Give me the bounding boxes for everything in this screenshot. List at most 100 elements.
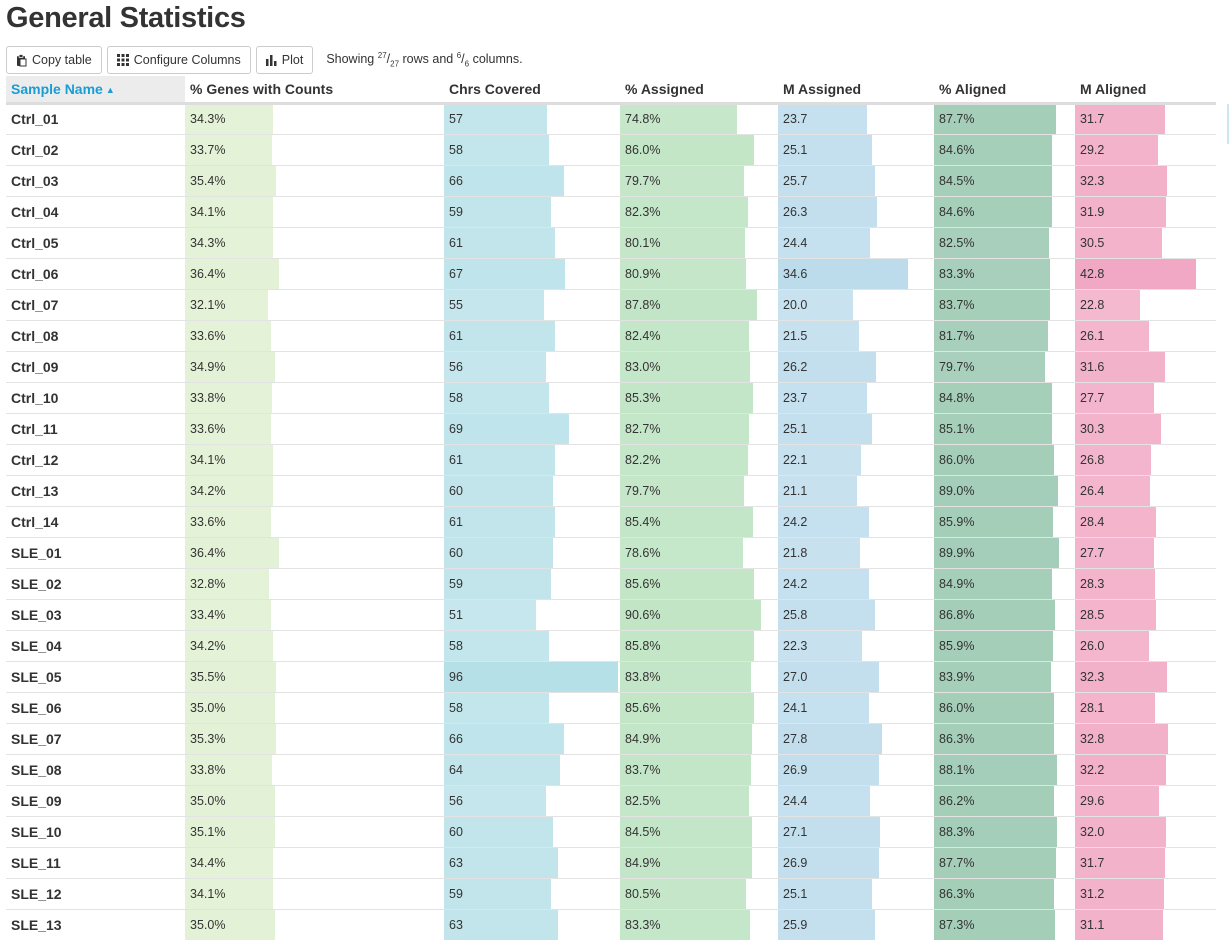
cell-value: 67 xyxy=(449,266,463,281)
cell-pct-assigned: 83.0% xyxy=(620,350,778,382)
cell-value: 21.1 xyxy=(783,483,808,498)
column-header-pct-aligned[interactable]: % Aligned xyxy=(934,76,1075,105)
value-bar xyxy=(778,289,854,320)
configure-columns-button[interactable]: Configure Columns xyxy=(106,46,251,74)
value-bar xyxy=(1075,196,1166,227)
cell-pct-assigned: 82.3% xyxy=(620,195,778,227)
grid-icon xyxy=(116,54,129,66)
cell-value: 60 xyxy=(449,545,463,560)
value-bar xyxy=(185,196,273,227)
cell-pct-aligned: 87.7% xyxy=(934,102,1075,134)
cell-m-assigned: 20.0 xyxy=(778,288,934,320)
cell-m-assigned: 24.1 xyxy=(778,691,934,723)
cell-m-aligned: 32.3 xyxy=(1075,164,1216,196)
cell-value: 24.2 xyxy=(783,576,808,591)
table-row: Ctrl_10 33.8% 58 85.3% 23.7 84.8% 27.7 xyxy=(6,381,1216,413)
value-bar xyxy=(620,630,754,661)
cell-pct-genes-with-counts: 34.1% xyxy=(185,195,444,227)
cell-pct-genes-with-counts: 33.6% xyxy=(185,319,444,351)
column-header-pct-genes-with-counts[interactable]: % Genes with Counts xyxy=(185,76,444,105)
value-bar xyxy=(1075,104,1165,134)
cell-m-assigned: 25.1 xyxy=(778,133,934,165)
cell-value: 28.4 xyxy=(1080,514,1105,529)
value-bar xyxy=(1075,568,1156,599)
cell-value: 26.9 xyxy=(783,855,808,870)
cell-value: 29.2 xyxy=(1080,142,1105,157)
cell-value: 33.8% xyxy=(190,762,226,777)
cell-chrs-covered: 63 xyxy=(444,908,620,940)
cell-value: 25.9 xyxy=(783,917,808,932)
cell-pct-genes-with-counts: 36.4% xyxy=(185,536,444,568)
sample-name-cell: Ctrl_01 xyxy=(6,102,185,134)
column-header-m-aligned[interactable]: M Aligned xyxy=(1075,76,1216,105)
sample-name-cell: Ctrl_05 xyxy=(6,226,185,258)
cell-pct-assigned: 85.8% xyxy=(620,629,778,661)
value-bar xyxy=(620,104,737,134)
sample-name-cell: SLE_13 xyxy=(6,908,185,940)
cell-value: 64 xyxy=(449,762,463,777)
cell-pct-aligned: 87.7% xyxy=(934,846,1075,878)
cell-value: 80.5% xyxy=(625,886,661,901)
value-bar xyxy=(444,134,550,165)
cell-value: 26.4 xyxy=(1080,483,1105,498)
cell-value: 26.2 xyxy=(783,359,808,374)
cell-value: 60 xyxy=(449,824,463,839)
column-header-pct-assigned[interactable]: % Assigned xyxy=(620,76,778,105)
cell-value: 57 xyxy=(449,112,463,126)
value-bar xyxy=(620,413,749,444)
value-bar xyxy=(778,413,873,444)
general-statistics-table: Sample Name ▲% Genes with Counts Chrs Cove… xyxy=(6,76,1216,940)
cell-m-aligned: 26.0 xyxy=(1075,629,1216,661)
cell-pct-genes-with-counts: 33.8% xyxy=(185,381,444,413)
cell-pct-aligned: 88.1% xyxy=(934,753,1075,785)
sample-name-cell: SLE_09 xyxy=(6,784,185,816)
cell-value: 31.1 xyxy=(1080,917,1105,932)
cell-value: 33.6% xyxy=(190,421,226,436)
cell-m-aligned: 28.5 xyxy=(1075,598,1216,630)
cell-pct-genes-with-counts: 35.5% xyxy=(185,660,444,692)
cell-m-assigned: 25.1 xyxy=(778,412,934,444)
cell-m-aligned: 26.1 xyxy=(1075,319,1216,351)
cell-value: 56 xyxy=(449,793,463,808)
table-row: SLE_08 33.8% 64 83.7% 26.9 88.1% 32.2 xyxy=(6,753,1216,785)
value-bar xyxy=(444,320,555,351)
column-header-sample-name[interactable]: Sample Name ▲ xyxy=(6,76,185,105)
value-bar xyxy=(444,847,559,878)
cell-value: 34.1% xyxy=(190,204,226,219)
cell-value: 26.8 xyxy=(1080,452,1105,467)
value-bar xyxy=(620,196,749,227)
cell-pct-aligned: 83.3% xyxy=(934,257,1075,289)
value-bar xyxy=(778,475,858,506)
value-bar xyxy=(185,537,279,568)
cell-value: 83.0% xyxy=(625,359,661,374)
value-bar xyxy=(185,723,276,754)
cell-value: 86.3% xyxy=(939,886,975,901)
cell-pct-aligned: 86.0% xyxy=(934,691,1075,723)
cell-m-aligned: 32.2 xyxy=(1075,753,1216,785)
value-bar xyxy=(934,320,1048,351)
cell-value: 63 xyxy=(449,917,463,932)
copy-table-button[interactable]: Copy table xyxy=(6,46,102,74)
value-bar xyxy=(934,475,1058,506)
table-row: SLE_07 35.3% 66 84.9% 27.8 86.3% 32.8 xyxy=(6,722,1216,754)
value-bar xyxy=(620,723,753,754)
column-header-chrs-covered[interactable]: Chrs Covered xyxy=(444,76,620,105)
plot-button[interactable]: Plot xyxy=(255,46,314,74)
table-row: SLE_05 35.5% 96 83.8% 27.0 83.9% 32.3 xyxy=(6,660,1216,692)
cell-value: 36.4% xyxy=(190,266,226,281)
value-bar xyxy=(934,723,1054,754)
value-bar xyxy=(444,568,551,599)
cell-value: 89.0% xyxy=(939,483,975,498)
cell-pct-assigned: 83.8% xyxy=(620,660,778,692)
cell-value: 78.6% xyxy=(625,545,661,560)
page-title: General Statistics xyxy=(6,2,246,34)
cell-value: 82.4% xyxy=(625,328,661,343)
cell-value: 83.3% xyxy=(939,266,975,281)
cell-value: 59 xyxy=(449,204,463,219)
cell-pct-genes-with-counts: 35.0% xyxy=(185,784,444,816)
cell-pct-aligned: 85.1% xyxy=(934,412,1075,444)
cell-value: 25.1 xyxy=(783,142,808,157)
cell-pct-assigned: 74.8% xyxy=(620,102,778,134)
column-header-m-assigned[interactable]: M Assigned xyxy=(778,76,934,105)
cell-value: 60 xyxy=(449,483,463,498)
